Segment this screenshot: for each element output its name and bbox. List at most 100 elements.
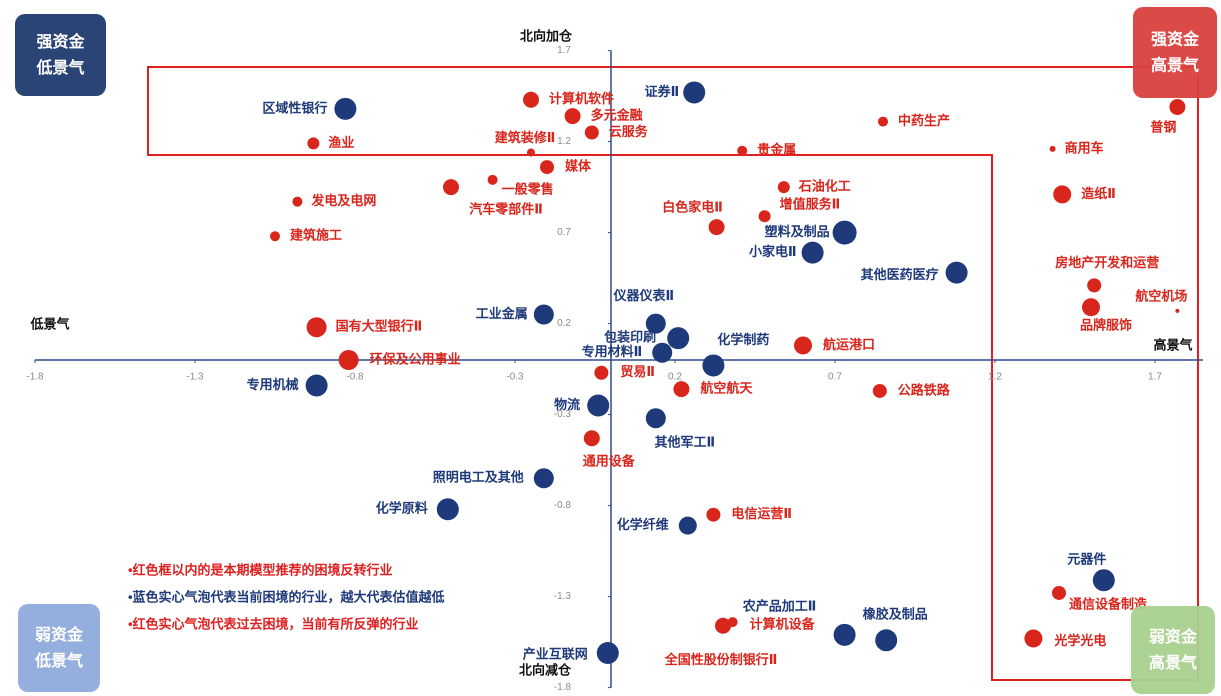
bubble — [794, 336, 812, 355]
quadrant-box — [18, 604, 100, 692]
bubble-label: 多元金融 — [591, 108, 643, 123]
bubble — [533, 468, 554, 489]
bubble — [777, 181, 790, 194]
bubble-label: 化学纤维 — [617, 517, 669, 532]
bubble — [737, 145, 748, 156]
bubble — [667, 327, 690, 350]
bubble — [673, 381, 690, 398]
bubble-label: 元器件 — [1067, 552, 1106, 567]
bubble-label: 计算机设备 — [750, 617, 816, 632]
bubble — [645, 408, 666, 429]
x-tick-label: 0.2 — [668, 372, 682, 383]
bubble — [436, 498, 459, 521]
y-tick-label: -1.8 — [554, 682, 572, 693]
bubble — [523, 91, 539, 108]
bubble — [1053, 185, 1072, 204]
x-tick-label: 1.2 — [988, 372, 1002, 383]
bubble — [878, 116, 888, 127]
bubble-label: 塑料及制品 — [765, 224, 830, 239]
quadrant-box — [1131, 606, 1215, 694]
bubble — [702, 354, 725, 377]
note: •蓝色实心气泡代表当前困境的行业，越大代表估值越低 — [128, 589, 445, 604]
quadrant-line1: 强资金 — [36, 32, 85, 51]
bubble-label: 其他医药医疗 — [861, 267, 939, 282]
bubble-label: 工业金属 — [476, 306, 528, 321]
bubble-label: 发电及电网 — [310, 193, 376, 208]
note: •红色实心气泡代表过去困境，当前有所反弹的行业 — [128, 616, 419, 631]
bubble-label: 全国性股份制银行Ⅱ — [664, 652, 778, 667]
x-tick-label: 0.7 — [828, 372, 842, 383]
bubble-label: 国有大型银行Ⅱ — [336, 319, 423, 334]
bubble-label: 物流 — [554, 397, 580, 412]
bubble-label: 普钢 — [1150, 119, 1176, 134]
quadrant-line2: 高景气 — [1151, 56, 1199, 75]
bubble-label: 产业互联网 — [523, 646, 588, 661]
quadrant-line2: 高景气 — [1149, 653, 1197, 672]
y-tick-label: -0.8 — [554, 500, 572, 511]
bubble-label: 农产品加工Ⅱ — [742, 598, 817, 613]
bubble — [832, 220, 857, 245]
quadrant-line2: 低景气 — [34, 651, 83, 670]
bubble — [1024, 629, 1043, 648]
quadrant-box — [1133, 7, 1217, 98]
bubble-label: 品牌服饰 — [1080, 318, 1132, 333]
bubble-label: 航运港口 — [823, 337, 875, 352]
bubble-label: 贵金属 — [757, 142, 796, 157]
bubble-label: 通信设备制造 — [1069, 596, 1148, 611]
bubble-label: 石油化工 — [798, 179, 851, 194]
quadrant-line2: 低景气 — [35, 58, 84, 77]
bubble-label: 小家电Ⅱ — [749, 244, 797, 259]
bubble — [708, 219, 725, 236]
bubble-label: 照明电工及其他 — [433, 470, 524, 485]
bubble — [1052, 585, 1066, 600]
bubble — [305, 374, 328, 397]
y-label-top: 北向加仓 — [520, 28, 573, 43]
axes: -1.8 -1.3 -0.8 -0.3 0.2 0.7 1.2 1.7 1.7 1.2 0.7 0.2… — [26, 45, 1203, 693]
bubble — [1175, 308, 1180, 313]
bubble-label: 专用机械 — [247, 377, 299, 392]
bubble-label: 航空机场 — [1135, 288, 1187, 303]
bubble — [292, 196, 303, 207]
bubble — [587, 394, 610, 417]
bubble — [683, 81, 706, 104]
bubble-label: 航空航天 — [700, 381, 753, 396]
bubble-label: 商用车 — [1065, 140, 1104, 155]
bubble — [715, 617, 731, 634]
bubble — [533, 304, 554, 325]
x-tick-label: -1.3 — [186, 372, 204, 383]
x-tick-label: -0.3 — [506, 372, 524, 383]
bubble — [1169, 99, 1186, 116]
notes: •红色框以内的是本期模型推荐的困境反转行业 •蓝色实心气泡代表当前困境的行业，越大… — [128, 562, 445, 631]
y-tick-label: -0.3 — [554, 409, 572, 420]
bubble-label: 通用设备 — [583, 454, 636, 469]
bubble — [487, 174, 498, 185]
bubble-label: 包装印刷 — [604, 330, 656, 345]
bubble — [443, 179, 459, 196]
bubble — [594, 365, 609, 380]
quadrant-box — [15, 14, 106, 96]
bubble-label: 增值服务Ⅱ — [780, 197, 841, 212]
bubble — [564, 108, 581, 125]
bubble — [706, 507, 721, 522]
bubble — [306, 317, 327, 338]
bubble — [801, 241, 824, 264]
bubble — [1049, 145, 1056, 152]
bubble — [872, 383, 887, 398]
bubble — [338, 350, 359, 370]
bubble-label: 专用材料Ⅱ — [582, 344, 643, 359]
bubble-label: 公路铁路 — [898, 382, 951, 397]
bubble-label: 橡胶及制品 — [863, 607, 928, 622]
bubble-label: 汽车零部件Ⅱ — [469, 202, 543, 217]
bubble — [270, 231, 280, 242]
bubble-label: 媒体 — [565, 159, 592, 174]
bubble — [584, 125, 599, 140]
bubble-label: 光学光电 — [1053, 633, 1106, 648]
y-tick-label: 1.7 — [557, 45, 571, 56]
bubble-label: 建筑装修Ⅱ — [495, 130, 556, 145]
note: •红色框以内的是本期模型推荐的困境反转行业 — [128, 562, 393, 577]
x-tick-label: -0.8 — [346, 372, 364, 383]
bubble — [540, 160, 554, 175]
